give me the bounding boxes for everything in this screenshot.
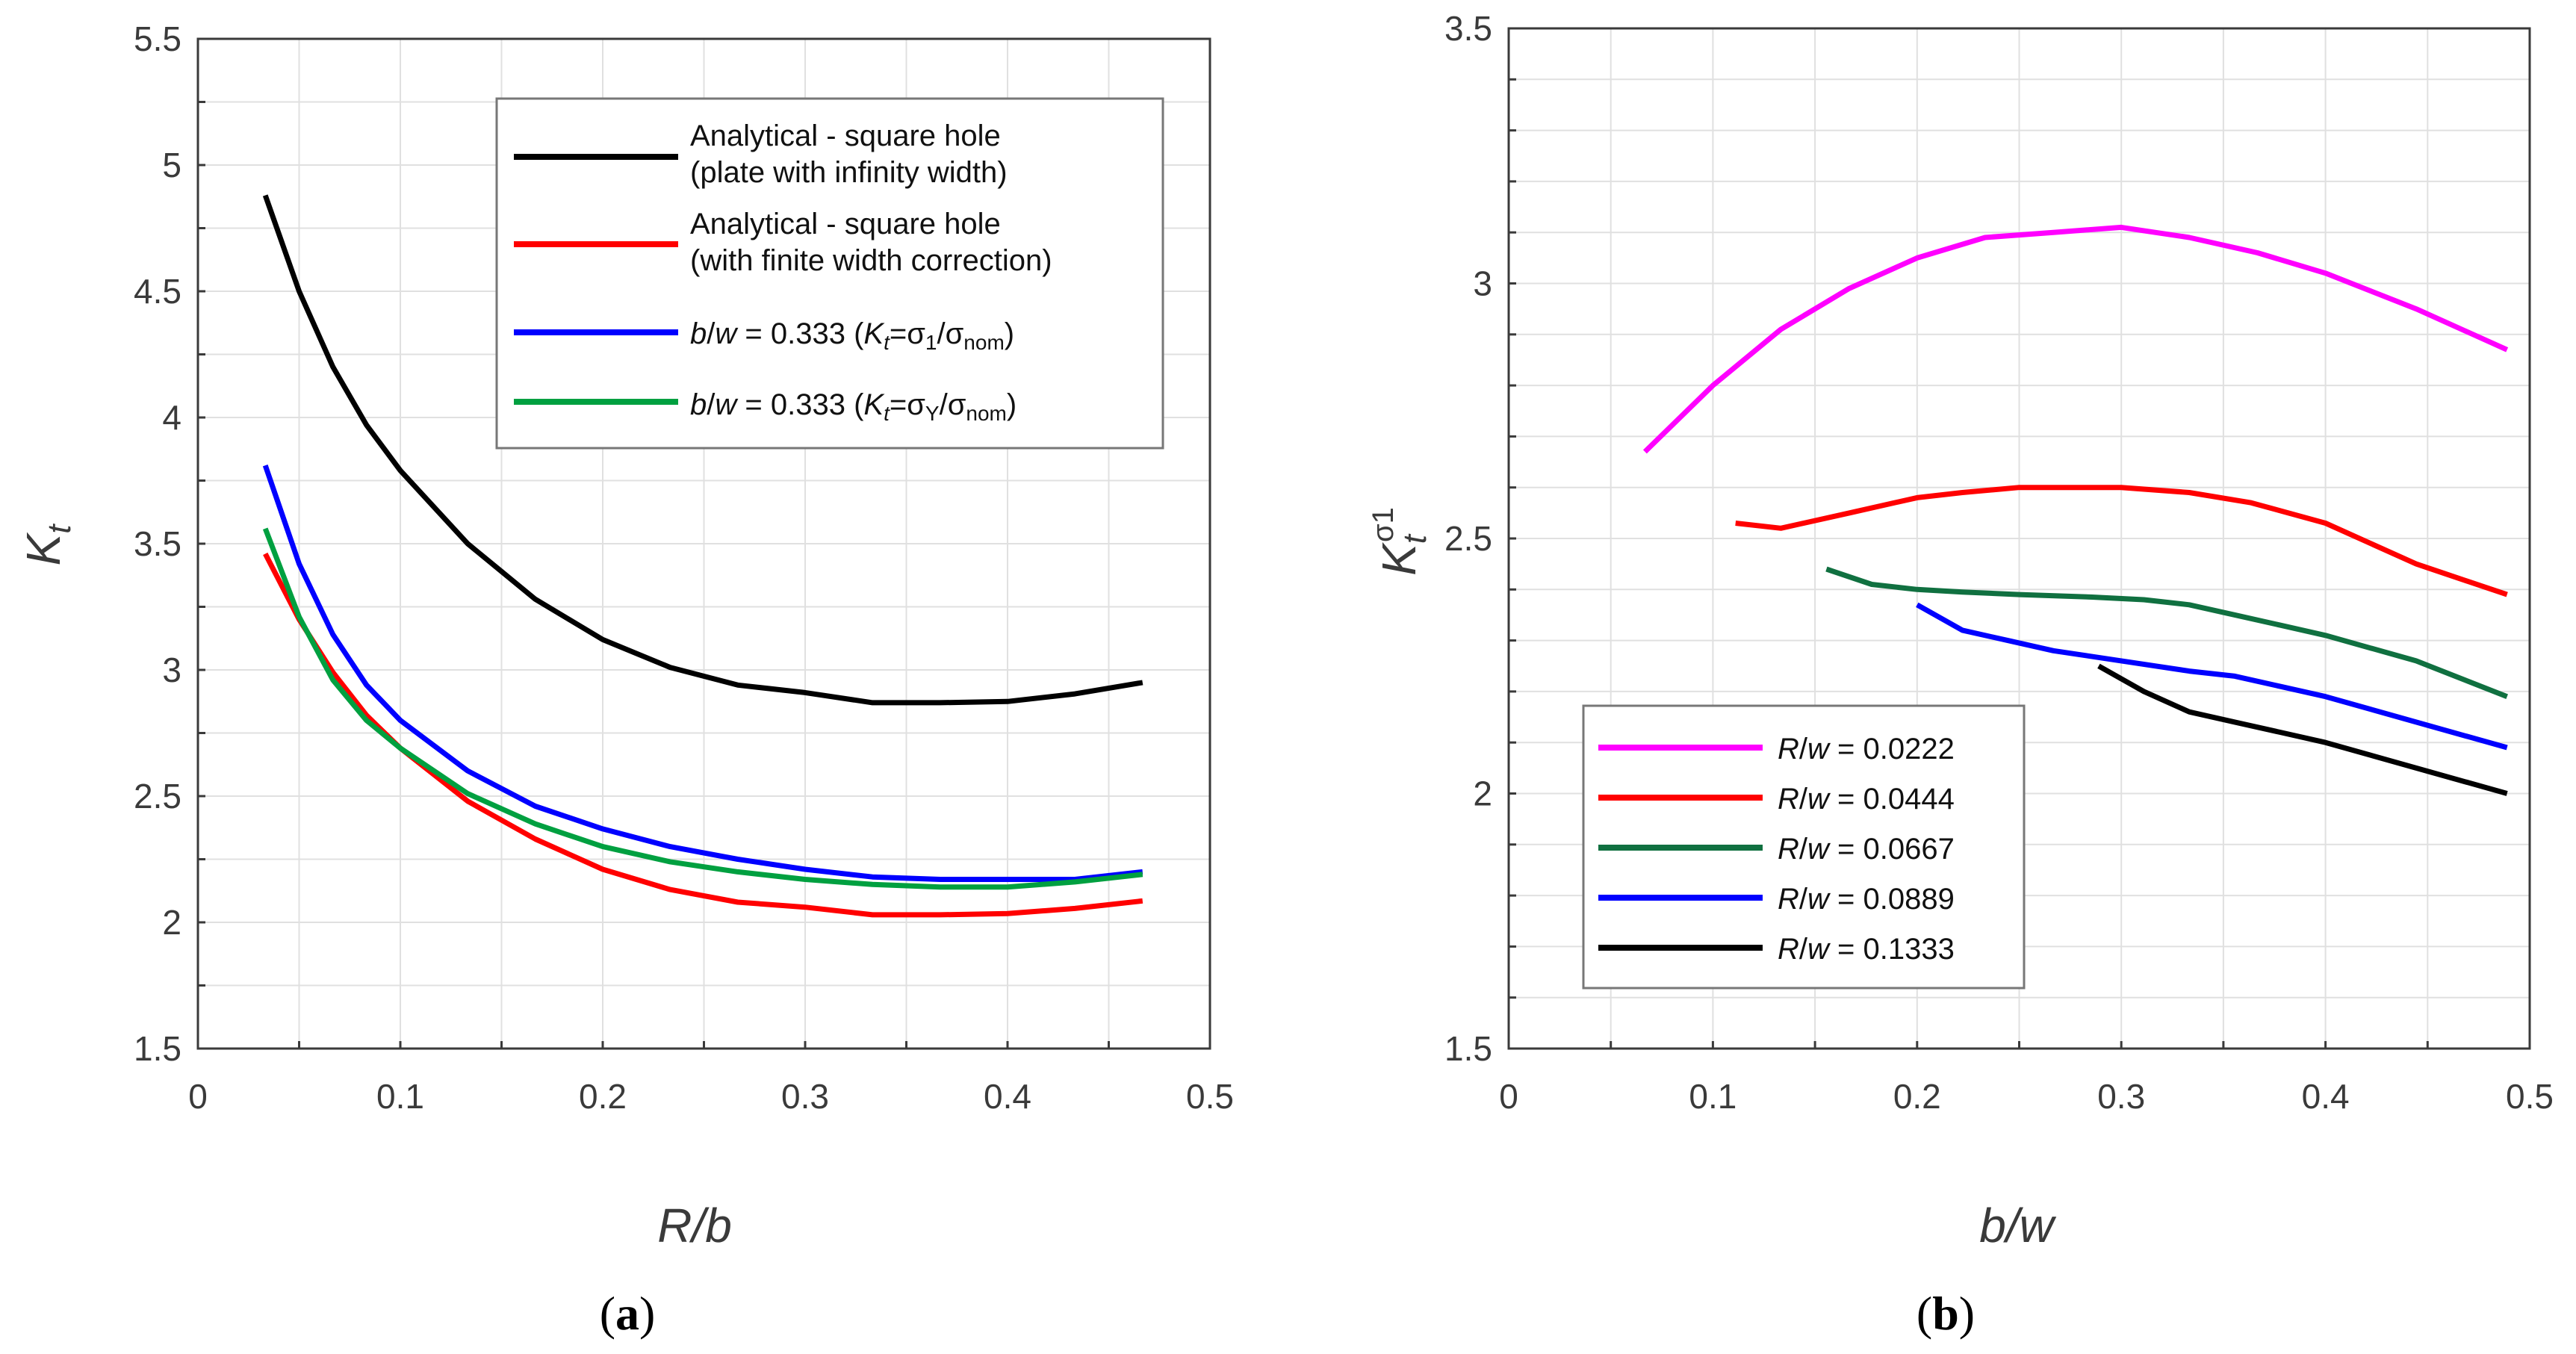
legend-label-infinity-width-line2: (plate with infinity width) — [690, 156, 1008, 189]
chart-a-xtick-label: 0.2 — [579, 1077, 627, 1116]
chart-b-xtick-label: 0 — [1499, 1077, 1518, 1116]
chart-b-series-line-3 — [1916, 602, 2508, 751]
chart-a-ytick-label: 2 — [162, 903, 181, 942]
chart-b-series-line-0 — [1642, 224, 2509, 454]
chart-b-xtick-label: 0.5 — [2506, 1077, 2554, 1116]
chart-b-ytick-label: 3 — [1473, 264, 1492, 303]
legend-label-bw-sigmaY: b/w = 0.333 (Kt=σY/σnom) — [690, 388, 1017, 425]
chart-a-series-line-1 — [263, 552, 1143, 918]
chart-a-ylabel: Kt — [16, 524, 78, 566]
chart-a-ytick-label: 2.5 — [134, 777, 181, 816]
chart-a-xlabel: R/b — [657, 1199, 732, 1252]
legend-label-infinity-width-line1: Analytical - square hole — [690, 119, 1001, 152]
chart-b-series-line-1 — [1735, 485, 2508, 597]
chart-a: 0 0.1 0.2 0.3 0.4 0.5 1.5 2 2.5 3 3.5 4 4.5 5 5.5 Kt R… — [16, 19, 1234, 1340]
chart-a-xtick-label: 0.4 — [984, 1077, 1031, 1116]
chart-b-legend-label-1: R/w = 0.0444 — [1778, 783, 1955, 816]
chart-b-series-line-4 — [2097, 663, 2508, 796]
chart-b-ylabel: Ktσ1 — [1367, 507, 1433, 576]
chart-b-series-line-2 — [1825, 566, 2508, 699]
chart-b-xtick-label: 0.1 — [1689, 1077, 1737, 1116]
chart-a-series-line-0 — [262, 194, 1143, 706]
chart-a-ytick-label: 5.5 — [134, 19, 181, 58]
chart-b-xtick-label: 0.4 — [2302, 1077, 2350, 1116]
chart-a-caption: (a) — [600, 1287, 656, 1340]
chart-a-ytick-label: 4.5 — [134, 272, 181, 311]
chart-a-series-line-2 — [262, 465, 1143, 882]
chart-b: 0 0.1 0.2 0.3 0.4 0.5 1.5 2 2.5 3 3.5 Ktσ1 b/w R/w… — [1367, 9, 2554, 1340]
legend-label-finite-width-line2: (with finite width correction) — [690, 244, 1052, 277]
chart-a-ytick-label: 3 — [162, 650, 181, 689]
chart-b-ticks: 0 0.1 0.2 0.3 0.4 0.5 1.5 2 2.5 3 3.5 — [1444, 9, 2554, 1116]
legend-label-bw-sigma1: b/w = 0.333 (Kt=σ1/σnom) — [690, 317, 1014, 354]
chart-b-legend: R/w = 0.0222 R/w = 0.0444 R/w = 0.0667 R/w … — [1582, 704, 2026, 990]
chart-b-series — [1642, 224, 2509, 796]
chart-a-xtick-label: 0.3 — [781, 1077, 829, 1116]
chart-b-caption: (b) — [1917, 1287, 1975, 1340]
chart-a-legend: Analytical - square hole (plate with inf… — [495, 97, 1164, 450]
chart-b-ytick-label: 2.5 — [1444, 519, 1492, 558]
chart-b-ytick-label: 3.5 — [1444, 9, 1492, 48]
chart-a-ticks: 0 0.1 0.2 0.3 0.4 0.5 1.5 2 2.5 3 3.5 4 4.5 5 5.5 — [134, 19, 1234, 1116]
chart-a-ytick-label: 1.5 — [134, 1029, 181, 1068]
chart-b-xtick-label: 0.3 — [2097, 1077, 2145, 1116]
chart-a-ytick-label: 5 — [162, 146, 181, 184]
chart-b-legend-label-0: R/w = 0.0222 — [1778, 733, 1955, 765]
chart-a-xtick-label: 0.5 — [1186, 1077, 1234, 1116]
chart-a-series-line-3 — [262, 527, 1143, 890]
chart-b-legend-label-4: R/w = 0.1333 — [1778, 933, 1955, 966]
legend-label-finite-width-line1: Analytical - square hole — [690, 208, 1001, 240]
chart-b-legend-label-2: R/w = 0.0667 — [1778, 833, 1955, 866]
chart-a-ytick-label: 4 — [162, 398, 181, 437]
chart-a-ytick-label: 3.5 — [134, 524, 181, 563]
chart-a-series — [262, 194, 1143, 918]
chart-a-xtick-label: 0 — [188, 1077, 208, 1116]
chart-b-xlabel: b/w — [1979, 1199, 2056, 1252]
chart-b-ytick-label: 1.5 — [1444, 1029, 1492, 1068]
chart-b-xtick-label: 0.2 — [1893, 1077, 1941, 1116]
chart-b-ytick-label: 2 — [1473, 774, 1492, 813]
chart-a-xtick-label: 0.1 — [376, 1077, 424, 1116]
chart-b-legend-label-3: R/w = 0.0889 — [1778, 883, 1955, 916]
